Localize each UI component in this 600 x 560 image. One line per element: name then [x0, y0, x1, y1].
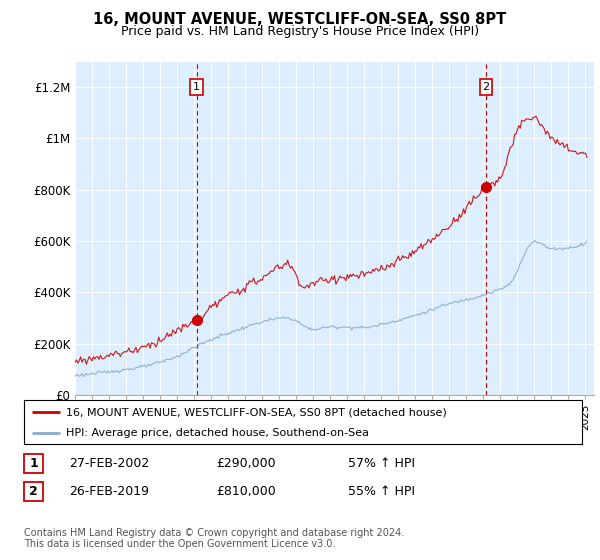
Text: 57% ↑ HPI: 57% ↑ HPI [348, 457, 415, 470]
Text: 2: 2 [29, 485, 38, 498]
Text: £290,000: £290,000 [216, 457, 275, 470]
Text: 16, MOUNT AVENUE, WESTCLIFF-ON-SEA, SS0 8PT (detached house): 16, MOUNT AVENUE, WESTCLIFF-ON-SEA, SS0 … [66, 408, 446, 417]
Text: £810,000: £810,000 [216, 485, 276, 498]
Text: Price paid vs. HM Land Registry's House Price Index (HPI): Price paid vs. HM Land Registry's House … [121, 25, 479, 38]
Text: 1: 1 [193, 82, 200, 92]
Text: 16, MOUNT AVENUE, WESTCLIFF-ON-SEA, SS0 8PT: 16, MOUNT AVENUE, WESTCLIFF-ON-SEA, SS0 … [94, 12, 506, 27]
Text: 55% ↑ HPI: 55% ↑ HPI [348, 485, 415, 498]
Text: 26-FEB-2019: 26-FEB-2019 [69, 485, 149, 498]
Text: Contains HM Land Registry data © Crown copyright and database right 2024.
This d: Contains HM Land Registry data © Crown c… [24, 528, 404, 549]
Text: HPI: Average price, detached house, Southend-on-Sea: HPI: Average price, detached house, Sout… [66, 428, 369, 438]
Text: 27-FEB-2002: 27-FEB-2002 [69, 457, 149, 470]
Text: 1: 1 [29, 457, 38, 470]
Text: 2: 2 [482, 82, 490, 92]
